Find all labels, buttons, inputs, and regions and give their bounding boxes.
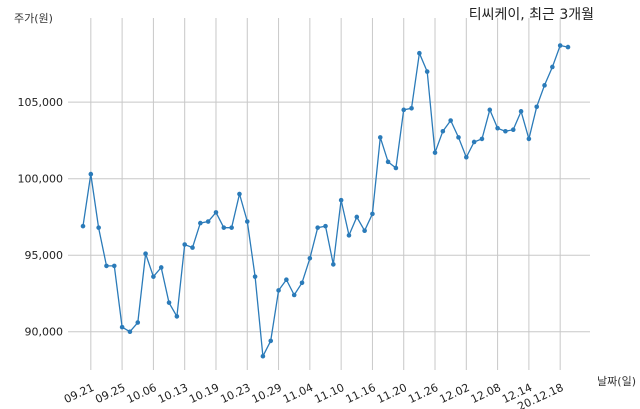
data-point — [393, 165, 399, 171]
y-axis-label: 주가(원) — [14, 12, 53, 25]
x-tick-label: 10.23 — [218, 381, 252, 406]
data-point — [307, 255, 313, 261]
series-line — [82, 44, 569, 359]
data-point — [464, 154, 469, 160]
x-tick-label: 11.16 — [344, 381, 378, 406]
data-point — [166, 300, 172, 305]
data-point — [471, 139, 477, 145]
data-point — [354, 214, 360, 220]
data-point — [143, 251, 148, 256]
data-point — [338, 197, 344, 203]
data-point — [229, 225, 234, 230]
data-point — [417, 50, 422, 56]
data-point — [542, 83, 547, 88]
y-tick-label: 90,000 — [25, 326, 64, 339]
data-point — [346, 233, 352, 238]
x-tick-label: 10.13 — [156, 381, 190, 406]
data-point — [284, 277, 289, 283]
data-point — [252, 274, 258, 279]
data-point — [377, 135, 383, 140]
data-point — [268, 338, 274, 344]
data-point — [221, 225, 227, 230]
data-point — [534, 104, 540, 110]
data-point — [510, 127, 516, 133]
data-point — [557, 43, 563, 48]
data-point — [323, 223, 328, 229]
data-point — [260, 353, 266, 359]
data-point — [424, 69, 430, 74]
data-point — [174, 314, 180, 319]
y-tick-label: 105,000 — [18, 96, 64, 109]
data-point — [456, 135, 461, 140]
x-tick-label: 10.29 — [250, 381, 284, 406]
x-tick-label: 09.21 — [62, 381, 96, 406]
data-point — [291, 292, 297, 298]
chart-title: 티씨케이, 최근 3개월 — [468, 7, 594, 23]
data-point — [135, 320, 141, 325]
data-point — [276, 288, 281, 293]
x-tick-label: 11.10 — [312, 381, 346, 406]
data-point — [518, 109, 524, 114]
data-point — [80, 223, 86, 229]
data-point — [315, 225, 320, 230]
data-point — [385, 159, 391, 165]
data-point — [111, 263, 117, 269]
data-point — [299, 280, 305, 286]
data-point — [331, 262, 336, 267]
x-tick-label: 11.26 — [406, 381, 440, 406]
data-point — [448, 118, 453, 123]
data-point — [198, 220, 203, 226]
data-point — [88, 171, 94, 177]
y-tick-label: 95,000 — [25, 249, 64, 262]
x-tick-label: 10.19 — [187, 381, 221, 406]
data-point — [550, 64, 555, 70]
x-tick-label: 12.02 — [438, 381, 472, 406]
data-point — [244, 219, 250, 224]
x-tick-label: 10.06 — [125, 381, 159, 406]
data-point — [205, 219, 211, 224]
data-point — [104, 263, 109, 269]
data-point — [401, 107, 407, 113]
data-point — [495, 125, 500, 131]
data-point — [182, 242, 187, 247]
data-point — [503, 128, 508, 134]
y-tick-label: 100,000 — [18, 173, 64, 186]
x-tick-label: 12.08 — [469, 381, 503, 406]
data-point — [96, 225, 101, 230]
data-point — [127, 329, 133, 335]
data-point — [158, 265, 164, 270]
data-point — [190, 245, 195, 250]
data-point — [370, 211, 375, 217]
data-point — [151, 274, 156, 279]
data-point — [237, 191, 242, 197]
data-point — [119, 324, 125, 330]
data-point — [440, 128, 446, 134]
data-point — [432, 150, 438, 155]
data-point — [409, 105, 414, 111]
x-tick-label: 11.04 — [281, 381, 315, 406]
data-point — [487, 107, 493, 113]
data-point — [565, 44, 571, 50]
data-point — [526, 136, 532, 142]
x-tick-label: 09.25 — [93, 381, 127, 406]
data-point — [362, 228, 367, 234]
data-point — [479, 136, 485, 142]
data-point — [213, 210, 219, 215]
x-tick-label: 11.20 — [375, 381, 409, 406]
x-axis-label: 날짜(일) — [597, 375, 636, 388]
